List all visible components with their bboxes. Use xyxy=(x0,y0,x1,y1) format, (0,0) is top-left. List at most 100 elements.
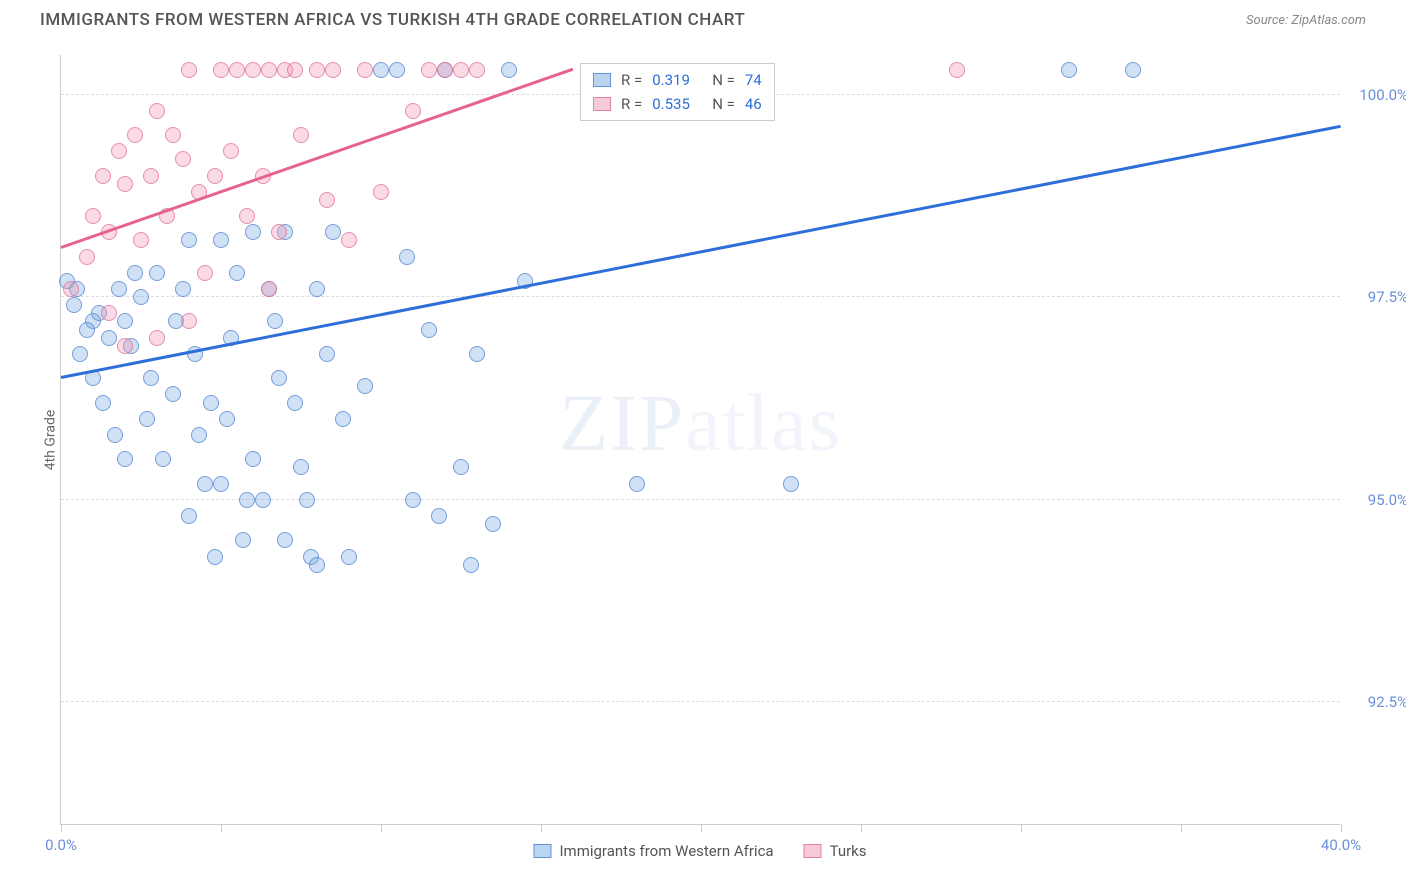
data-point xyxy=(213,232,229,248)
data-point xyxy=(287,62,303,78)
data-point xyxy=(207,549,223,565)
data-point xyxy=(143,168,159,184)
data-point xyxy=(341,232,357,248)
data-point xyxy=(325,62,341,78)
data-point xyxy=(373,184,389,200)
data-point xyxy=(175,281,191,297)
data-point xyxy=(319,346,335,362)
data-point xyxy=(405,492,421,508)
data-point xyxy=(117,338,133,354)
data-point xyxy=(267,313,283,329)
data-point xyxy=(101,330,117,346)
data-point xyxy=(325,224,341,240)
data-point xyxy=(421,322,437,338)
data-point xyxy=(191,427,207,443)
data-point xyxy=(219,411,235,427)
data-point xyxy=(181,232,197,248)
y-axis-label: 4th Grade xyxy=(42,410,58,471)
trend-line xyxy=(61,124,1341,378)
legend-r-label: R = xyxy=(621,71,642,89)
data-point xyxy=(175,151,191,167)
data-point xyxy=(181,62,197,78)
data-point xyxy=(229,265,245,281)
x-tick-label: 40.0% xyxy=(1321,836,1361,854)
data-point xyxy=(469,62,485,78)
data-point xyxy=(139,411,155,427)
series-legend-item: Immigrants from Western Africa xyxy=(533,842,773,860)
data-point xyxy=(79,249,95,265)
data-point xyxy=(165,386,181,402)
data-point xyxy=(207,168,223,184)
data-point xyxy=(165,127,181,143)
legend-n-label: N = xyxy=(712,71,735,89)
series-legend: Immigrants from Western Africa Turks xyxy=(533,842,866,860)
data-point xyxy=(405,103,421,119)
data-point xyxy=(255,492,271,508)
x-tick xyxy=(861,824,862,832)
data-point xyxy=(293,127,309,143)
data-point xyxy=(66,297,82,313)
gridline xyxy=(61,701,1340,702)
data-point xyxy=(357,62,373,78)
data-point xyxy=(783,476,799,492)
data-point xyxy=(203,395,219,411)
data-point xyxy=(271,224,287,240)
plot-region: ZIPatlas 92.5%95.0%97.5%100.0%0.0%40.0% xyxy=(60,55,1340,825)
data-point xyxy=(389,62,405,78)
data-point xyxy=(133,232,149,248)
data-point xyxy=(149,330,165,346)
data-point xyxy=(357,378,373,394)
data-point xyxy=(261,62,277,78)
data-point xyxy=(245,451,261,467)
data-point xyxy=(107,427,123,443)
data-point xyxy=(287,395,303,411)
data-point xyxy=(143,370,159,386)
data-point xyxy=(235,532,251,548)
data-point xyxy=(223,143,239,159)
legend-r-value: 0.535 xyxy=(652,95,702,113)
data-point xyxy=(117,313,133,329)
data-point xyxy=(949,62,965,78)
data-point xyxy=(63,281,79,297)
gridline xyxy=(61,296,1340,297)
data-point xyxy=(85,208,101,224)
watermark: ZIPatlas xyxy=(559,379,842,470)
y-tick-label: 95.0% xyxy=(1368,491,1406,509)
data-point xyxy=(245,224,261,240)
series-legend-item: Turks xyxy=(804,842,867,860)
data-point xyxy=(133,289,149,305)
data-point xyxy=(239,208,255,224)
data-point xyxy=(213,62,229,78)
data-point xyxy=(293,459,309,475)
legend-swatch xyxy=(533,844,551,858)
x-tick xyxy=(541,824,542,832)
x-tick xyxy=(1341,824,1342,832)
x-tick xyxy=(61,824,62,832)
x-tick xyxy=(221,824,222,832)
legend-n-value: 46 xyxy=(745,95,762,113)
data-point xyxy=(309,557,325,573)
x-tick xyxy=(1181,824,1182,832)
data-point xyxy=(437,62,453,78)
legend-swatch xyxy=(593,73,611,87)
data-point xyxy=(453,62,469,78)
trend-line xyxy=(61,68,574,249)
data-point xyxy=(1125,62,1141,78)
data-point xyxy=(299,492,315,508)
y-tick-label: 92.5% xyxy=(1368,693,1406,711)
x-tick xyxy=(701,824,702,832)
data-point xyxy=(181,508,197,524)
data-point xyxy=(341,549,357,565)
data-point xyxy=(197,476,213,492)
chart-area: ZIPatlas 92.5%95.0%97.5%100.0%0.0%40.0% … xyxy=(60,55,1340,825)
legend-n-value: 74 xyxy=(745,71,762,89)
data-point xyxy=(453,459,469,475)
legend-swatch xyxy=(804,844,822,858)
y-tick-label: 100.0% xyxy=(1359,86,1406,104)
series-legend-label: Immigrants from Western Africa xyxy=(559,842,773,860)
legend-r-value: 0.319 xyxy=(652,71,702,89)
x-tick-label: 0.0% xyxy=(45,836,77,854)
data-point xyxy=(373,62,389,78)
x-tick xyxy=(381,824,382,832)
data-point xyxy=(111,143,127,159)
